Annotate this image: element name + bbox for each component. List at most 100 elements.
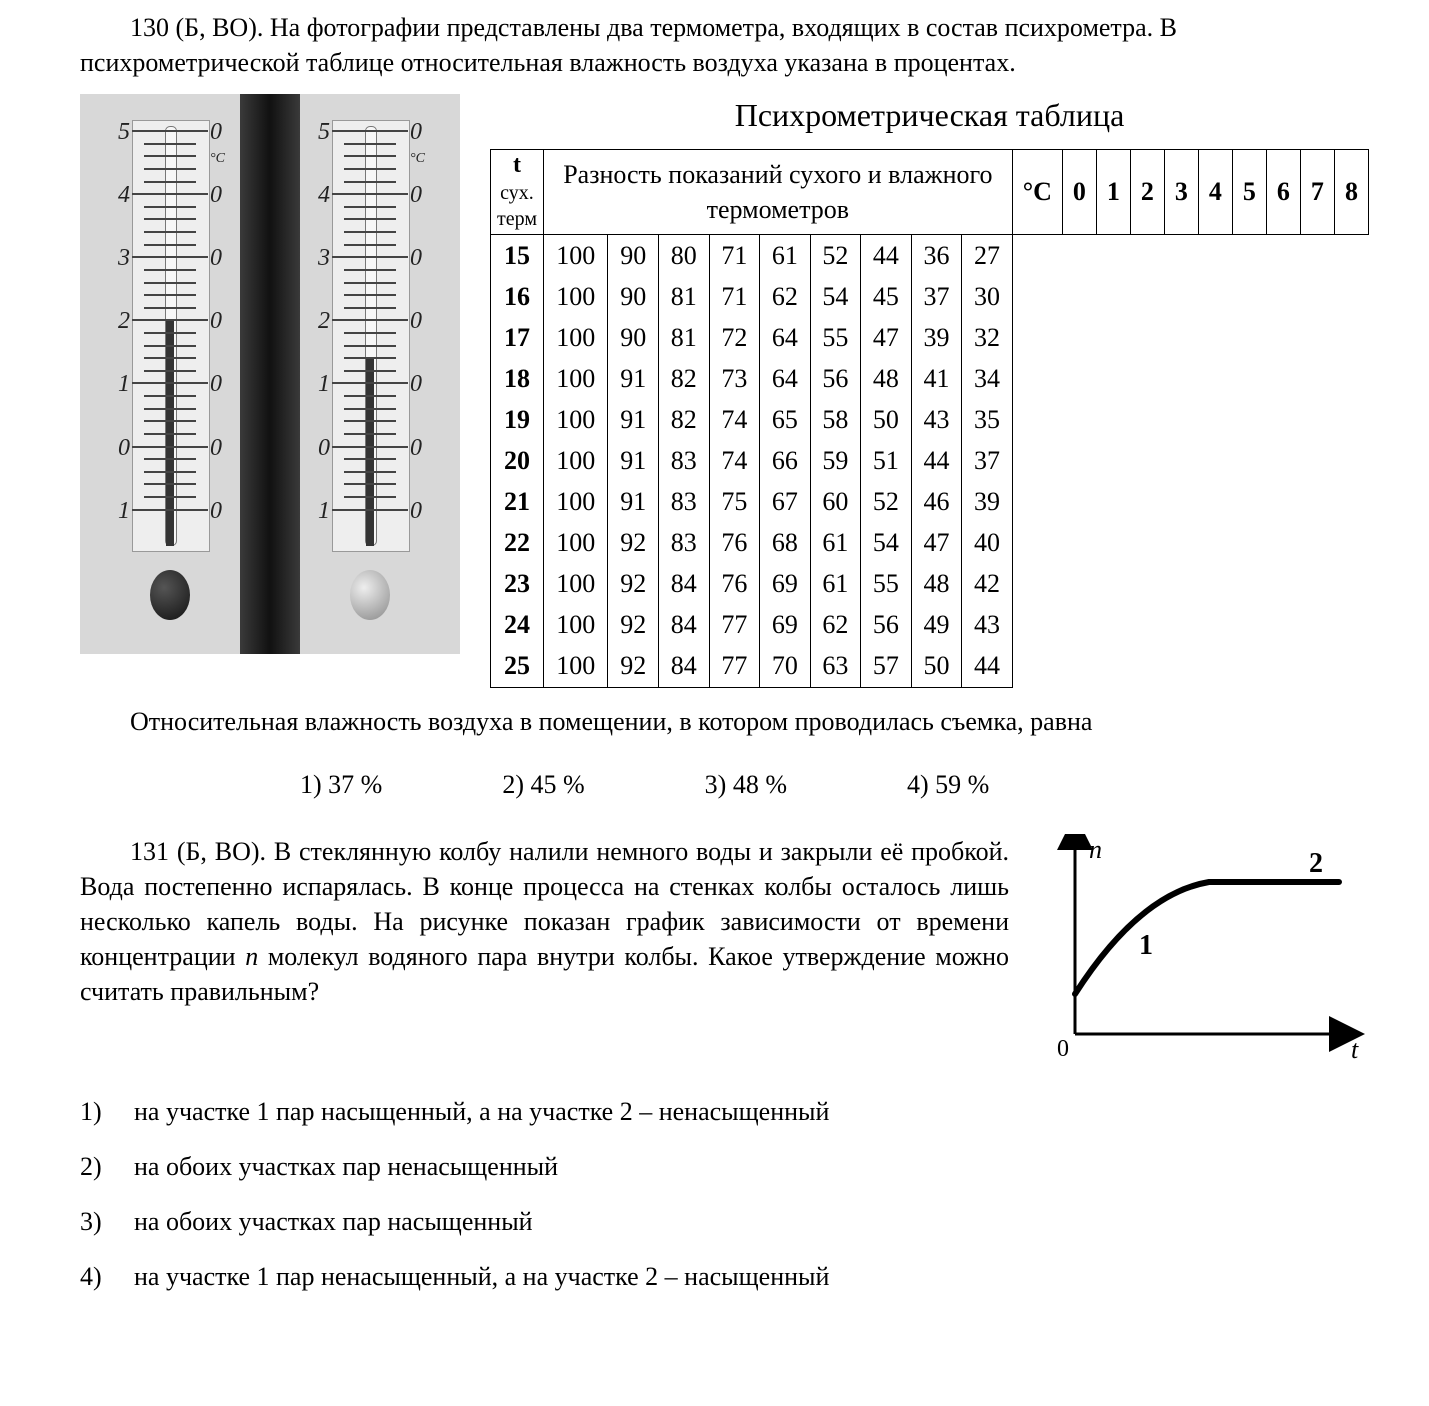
diff-col-7: 7 <box>1300 150 1334 234</box>
tick-minor <box>344 471 396 473</box>
humidity-cell: 44 <box>911 440 962 481</box>
scale-label-left: 4 <box>306 179 330 211</box>
col-header: Разность показаний сухого и влажного тер… <box>543 150 1012 234</box>
q130-opt-2: 2) 45 % <box>502 767 584 802</box>
humidity-cell: 47 <box>861 317 912 358</box>
scale-label-left: 1 <box>306 368 330 400</box>
table-row: 241009284776962564943 <box>491 604 1369 645</box>
humidity-cell: 90 <box>608 317 659 358</box>
humidity-cell: 45 <box>861 276 912 317</box>
scale-label-left: 2 <box>106 305 130 337</box>
humidity-cell: 30 <box>962 276 1013 317</box>
tick-major <box>332 509 408 511</box>
segment-2-label: 2 <box>1309 848 1323 879</box>
tick-minor <box>144 433 196 435</box>
scale-label-right: 0 <box>410 242 422 274</box>
scale-label-right: 0 <box>410 495 422 527</box>
humidity-cell: 60 <box>810 481 861 522</box>
row-head-unit: °С <box>1012 150 1062 234</box>
humidity-cell: 52 <box>810 234 861 276</box>
humidity-cell: 64 <box>760 317 811 358</box>
tick-minor <box>344 332 396 334</box>
tick-minor <box>344 143 396 145</box>
humidity-cell: 61 <box>810 563 861 604</box>
humidity-cell: 40 <box>962 522 1013 563</box>
t-value: 23 <box>491 563 544 604</box>
humidity-cell: 43 <box>962 604 1013 645</box>
humidity-cell: 100 <box>543 563 608 604</box>
t-value: 24 <box>491 604 544 645</box>
tick-minor <box>144 496 196 498</box>
scale-label-right: 0 <box>410 432 422 464</box>
humidity-cell: 57 <box>861 645 912 687</box>
humidity-cell: 100 <box>543 522 608 563</box>
humidity-cell: 51 <box>861 440 912 481</box>
q130-opt-4: 4) 59 % <box>907 767 989 802</box>
diff-col-3: 3 <box>1164 150 1198 234</box>
table-row: 171009081726455473932 <box>491 317 1369 358</box>
tick-minor <box>144 370 196 372</box>
scale-label-right: 0 <box>210 495 222 527</box>
diff-col-4: 4 <box>1198 150 1232 234</box>
q130-opt-1: 1) 37 % <box>300 767 382 802</box>
humidity-cell: 82 <box>659 399 710 440</box>
humidity-cell: 81 <box>659 276 710 317</box>
humidity-cell: 50 <box>861 399 912 440</box>
tick-major <box>332 319 408 321</box>
q131-ans-4: 4) на участке 1 пар ненасыщенный, а на у… <box>80 1259 1369 1294</box>
tick-minor <box>344 483 396 485</box>
humidity-cell: 48 <box>911 563 962 604</box>
scale-label-right: 0 <box>410 368 422 400</box>
tick-minor <box>344 345 396 347</box>
humidity-cell: 59 <box>810 440 861 481</box>
humidity-cell: 71 <box>709 276 760 317</box>
humidity-cell: 100 <box>543 234 608 276</box>
tick-minor <box>144 168 196 170</box>
scale-label-left: 1 <box>306 495 330 527</box>
tick-minor <box>344 395 396 397</box>
tick-major <box>132 319 208 321</box>
q130-opt-3: 3) 48 % <box>705 767 787 802</box>
humidity-cell: 70 <box>760 645 811 687</box>
table-row: 221009283766861544740 <box>491 522 1369 563</box>
psychrometer-photo: °С °С 5040302010001050403020100010 <box>80 94 460 654</box>
humidity-cell: 42 <box>962 563 1013 604</box>
tick-minor <box>344 244 396 246</box>
humidity-cell: 84 <box>659 604 710 645</box>
humidity-cell: 50 <box>911 645 962 687</box>
humidity-cell: 69 <box>760 604 811 645</box>
t-value: 19 <box>491 399 544 440</box>
scale-label-left: 1 <box>106 495 130 527</box>
tick-minor <box>344 231 396 233</box>
tick-minor <box>144 307 196 309</box>
humidity-cell: 62 <box>810 604 861 645</box>
tick-major <box>132 446 208 448</box>
humidity-cell: 92 <box>608 563 659 604</box>
humidity-cell: 49 <box>911 604 962 645</box>
tick-minor <box>344 269 396 271</box>
tick-minor <box>144 471 196 473</box>
wet-unit: °С <box>410 150 425 169</box>
humidity-cell: 63 <box>810 645 861 687</box>
scale-label-right: 0 <box>410 116 422 148</box>
tick-minor <box>144 181 196 183</box>
humidity-cell: 100 <box>543 604 608 645</box>
humidity-cell: 82 <box>659 358 710 399</box>
tick-major <box>332 382 408 384</box>
tick-minor <box>344 408 396 410</box>
tick-minor <box>144 231 196 233</box>
tick-minor <box>144 420 196 422</box>
q131-ans-1: 1) на участке 1 пар насыщенный, а на уча… <box>80 1094 1369 1129</box>
tick-major <box>332 130 408 132</box>
q131-chart: n t 0 1 2 <box>1039 834 1369 1064</box>
q131-ans-2: 2) на обоих участках пар ненасыщенный <box>80 1149 1369 1184</box>
tick-minor <box>144 218 196 220</box>
q130-number: 130 (Б, ВО). <box>130 13 263 42</box>
humidity-cell: 100 <box>543 481 608 522</box>
tick-major <box>332 446 408 448</box>
humidity-cell: 61 <box>760 234 811 276</box>
tick-minor <box>144 345 196 347</box>
x-label: t <box>1351 1035 1359 1064</box>
scale-label-right: 0 <box>210 179 222 211</box>
humidity-cell: 44 <box>861 234 912 276</box>
